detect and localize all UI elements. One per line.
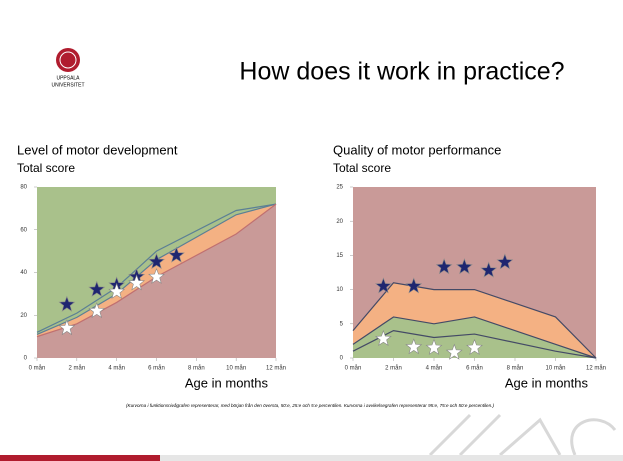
star-marker xyxy=(128,274,146,291)
x-tick-label: 4 mån xyxy=(108,365,125,372)
star-marker xyxy=(374,329,392,346)
star-marker xyxy=(374,277,392,294)
footer-bar xyxy=(160,455,623,461)
logo-text: UPPSALA xyxy=(56,75,80,81)
star-marker xyxy=(58,319,76,336)
x-tick-label: 0 mån xyxy=(345,365,362,372)
x-tick-label: 2 mån xyxy=(68,365,85,372)
band xyxy=(37,204,276,358)
y-tick-label: 40 xyxy=(20,270,27,276)
star-marker xyxy=(148,267,165,284)
star-marker xyxy=(88,302,106,319)
y-axis-label: Total score xyxy=(17,161,75,175)
x-tick-label: 6 mån xyxy=(148,365,165,372)
x-axis-label: Age in months xyxy=(505,375,589,390)
x-tick-label: 6 mån xyxy=(466,365,483,372)
band xyxy=(353,316,596,358)
x-tick-label: 8 mån xyxy=(188,365,205,372)
star-marker xyxy=(496,253,514,270)
x-tick-label: 8 mån xyxy=(507,365,524,372)
star-marker xyxy=(405,338,423,355)
x-tick-label: 12 mån xyxy=(266,365,286,372)
y-tick-label: 20 xyxy=(336,219,343,225)
star-marker xyxy=(148,252,165,269)
y-tick-label: 5 xyxy=(340,321,344,327)
y-tick-label: 0 xyxy=(24,356,28,362)
band xyxy=(37,204,276,335)
footer-bar xyxy=(0,455,160,461)
star-marker xyxy=(455,258,473,275)
star-marker xyxy=(445,343,463,360)
star-marker xyxy=(167,246,185,263)
star-marker xyxy=(108,282,126,299)
band xyxy=(353,282,596,358)
y-tick-label: 60 xyxy=(20,227,27,233)
x-tick-label: 10 mån xyxy=(545,365,565,372)
y-tick-label: 20 xyxy=(20,313,27,319)
x-tick-label: 0 mån xyxy=(29,365,46,372)
percentile-line xyxy=(352,316,597,359)
y-tick-label: 0 xyxy=(340,356,344,362)
y-tick-label: 15 xyxy=(336,253,343,259)
logo-ring xyxy=(59,51,77,69)
y-tick-label: 80 xyxy=(20,185,27,191)
star-marker xyxy=(58,295,76,312)
y-tick-label: 25 xyxy=(336,185,343,191)
y-axis-label: Total score xyxy=(333,161,391,175)
star-marker xyxy=(466,338,483,355)
band xyxy=(37,187,276,333)
slide-title: How does it work in practice? xyxy=(239,58,564,86)
star-marker xyxy=(88,280,106,297)
x-tick-label: 12 mån xyxy=(586,365,606,372)
x-tick-label: 4 mån xyxy=(426,365,443,372)
decoration xyxy=(428,413,617,457)
percentile-line xyxy=(352,330,597,359)
star-marker xyxy=(405,277,423,294)
star-marker xyxy=(435,258,453,275)
x-axis-label: Age in months xyxy=(185,375,269,390)
x-tick-label: 2 mån xyxy=(385,365,402,372)
band xyxy=(353,187,596,358)
logo-text: UNIVERSITET xyxy=(51,82,84,88)
chart-title: Quality of motor performance xyxy=(333,142,501,157)
y-tick-label: 10 xyxy=(336,287,343,293)
footnote: (Kurvorna i funktionsnivågrafen represen… xyxy=(126,402,494,408)
chart-title: Level of motor development xyxy=(17,142,178,157)
star-marker xyxy=(425,338,443,355)
star-marker xyxy=(480,261,498,278)
x-tick-label: 10 mån xyxy=(226,365,246,372)
